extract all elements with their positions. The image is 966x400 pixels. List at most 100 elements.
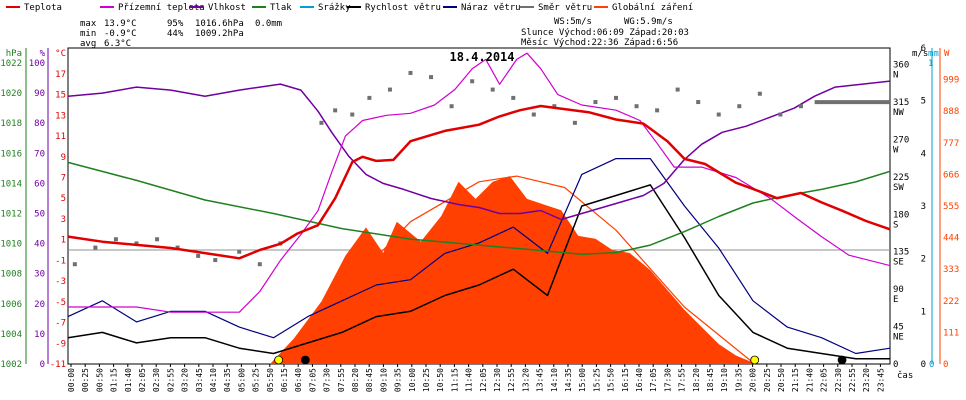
x-tick-52: 21:40	[805, 368, 814, 392]
wind-dir-point-11	[319, 120, 324, 125]
axis-mm-sub: 1	[928, 59, 933, 69]
axis-dir-label-4: S	[893, 220, 898, 230]
x-tick-9: 03:45	[195, 368, 204, 392]
legend-label-6: Náraz větru	[461, 3, 521, 13]
axis-degc-tick-8: 1	[61, 236, 66, 246]
x-tick-37: 15:25	[592, 368, 601, 392]
marker-sunrise	[274, 355, 284, 365]
wind-dir-point-34	[778, 112, 783, 117]
x-tick-22: 09:10	[379, 368, 388, 392]
axis-degc-tick-7: 3	[61, 215, 66, 225]
axis-ms-tick-0: 6	[921, 44, 926, 54]
wind-dir-point-13	[350, 112, 355, 117]
axis-wm2-tick-4: 555	[943, 202, 959, 212]
x-tick-38: 15:50	[607, 368, 616, 392]
x-tick-53: 22:05	[820, 368, 829, 392]
x-tick-31: 12:55	[507, 368, 516, 392]
x-tick-57: 23:45	[876, 368, 885, 392]
axis-degc-tick-6: 5	[61, 194, 66, 204]
stat-0-0: max	[80, 19, 97, 29]
axis-pct-tick-5: 50	[34, 210, 45, 220]
axis-hpa-tick-6: 1010	[0, 240, 22, 250]
x-tick-43: 17:55	[678, 368, 687, 392]
wind-dir-point-24	[572, 120, 577, 125]
wind-dir-point-25	[593, 100, 598, 105]
x-tick-36: 15:00	[578, 368, 587, 392]
axis-hpa-tick-10: 1002	[0, 360, 22, 370]
x-tick-25: 10:25	[422, 368, 431, 392]
wind-dir-point-2	[113, 237, 118, 242]
axis-dir-tick-1: 315	[893, 98, 909, 108]
x-tick-3: 01:15	[110, 368, 119, 392]
axis-degc-tick-13: -9	[55, 339, 66, 349]
axis-degc-tick-10: -3	[55, 277, 66, 287]
legend-label-0: Teplota	[24, 3, 62, 13]
x-tick-14: 05:50	[266, 368, 275, 392]
x-tick-12: 05:00	[237, 368, 246, 392]
axis-hpa-tick-9: 1004	[0, 330, 22, 340]
x-tick-28: 11:40	[465, 368, 474, 392]
wind-dir-point-5	[175, 245, 180, 250]
axis-hpa-tick-4: 1014	[0, 179, 22, 189]
x-tick-19: 07:55	[337, 368, 346, 392]
legend-label-8: Globální záření	[612, 3, 693, 13]
x-tick-29: 12:05	[479, 368, 488, 392]
wind-dir-point-1	[93, 245, 98, 250]
stats-panel: max 13.9°C 95% 1016.6hPa 0.0mm min -0.9°C 44% 10…	[80, 17, 689, 49]
axis-wm2-tick-7: 222	[943, 297, 959, 307]
wind-dir-point-32	[737, 104, 742, 109]
wind-dir-point-3	[134, 241, 139, 246]
x-tick-21: 08:45	[365, 368, 374, 392]
wind-dir-point-22	[531, 112, 536, 117]
axes: 1022102010181016101410121010100810061004…	[0, 44, 959, 392]
stat-0-4: 0.0mm	[255, 19, 282, 29]
axis-dir-label-3: SW	[893, 183, 904, 193]
axis-dir-label-5: SE	[893, 258, 904, 268]
axis-degc-tick-9: -1	[55, 256, 66, 266]
stat-ws: WS:5m/s	[554, 17, 592, 27]
axis-ms-tick-3: 3	[921, 202, 926, 212]
wind-dir-point-26	[614, 95, 618, 100]
stat-0-1: 13.9°C	[104, 19, 137, 29]
x-tick-1: 00:25	[81, 368, 90, 392]
axis-pct-tick-6: 40	[34, 240, 45, 250]
stat-1-1: -0.9°C	[104, 29, 137, 39]
x-tick-45: 18:45	[706, 368, 715, 392]
axis-wm2-tick-3: 666	[943, 170, 959, 180]
stat-1-0: min	[80, 29, 96, 39]
series-radiation-theoretical	[278, 175, 756, 365]
x-axis-unit: čas	[897, 370, 913, 381]
x-tick-2: 00:50	[95, 368, 104, 392]
x-tick-44: 18:20	[692, 368, 701, 392]
axis-wm2-tick-6: 333	[943, 265, 959, 275]
x-tick-35: 14:35	[564, 368, 573, 392]
wind-dir-point-30	[696, 100, 701, 105]
axis-wm2-tick-9: 0	[943, 360, 948, 370]
wind-dir-point-14	[367, 95, 372, 100]
axis-dir-label-0: N	[893, 71, 898, 81]
axis-dir-label-1: NW	[893, 108, 904, 118]
axis-dir-label-6: E	[893, 295, 898, 305]
wind-dir-point-12	[333, 108, 338, 113]
axis-dir-tick-4: 180	[893, 210, 909, 220]
axis-degc-tick-5: 7	[61, 174, 66, 184]
axis-hpa-tick-0: 1022	[0, 59, 22, 69]
axis-dir-tick-0: 360	[893, 61, 909, 71]
axis-ms-tick-1: 5	[921, 97, 926, 107]
axis-dir-tick-3: 225	[893, 173, 909, 183]
axis-degc-tick-3: 11	[55, 132, 66, 142]
x-tick-4: 01:40	[124, 368, 133, 392]
axis-degc-tick-11: -5	[55, 298, 66, 308]
axis-hpa-tick-7: 1008	[0, 270, 22, 280]
stat-0-2: 95%	[167, 19, 184, 29]
axis-ms-tick-6: 0	[921, 360, 926, 370]
series-humidity	[67, 80, 891, 221]
x-tick-54: 22:30	[834, 368, 843, 392]
stat-2-1: 6.3°C	[104, 39, 131, 49]
axis-degc-tick-2: 13	[55, 111, 66, 121]
wind-dir-point-28	[655, 108, 660, 113]
chart-title: 18.4.2014	[449, 50, 514, 64]
wind-dir-point-21	[511, 95, 516, 100]
wind-dir-point-6	[196, 253, 201, 258]
x-tick-27: 11:15	[450, 368, 459, 392]
